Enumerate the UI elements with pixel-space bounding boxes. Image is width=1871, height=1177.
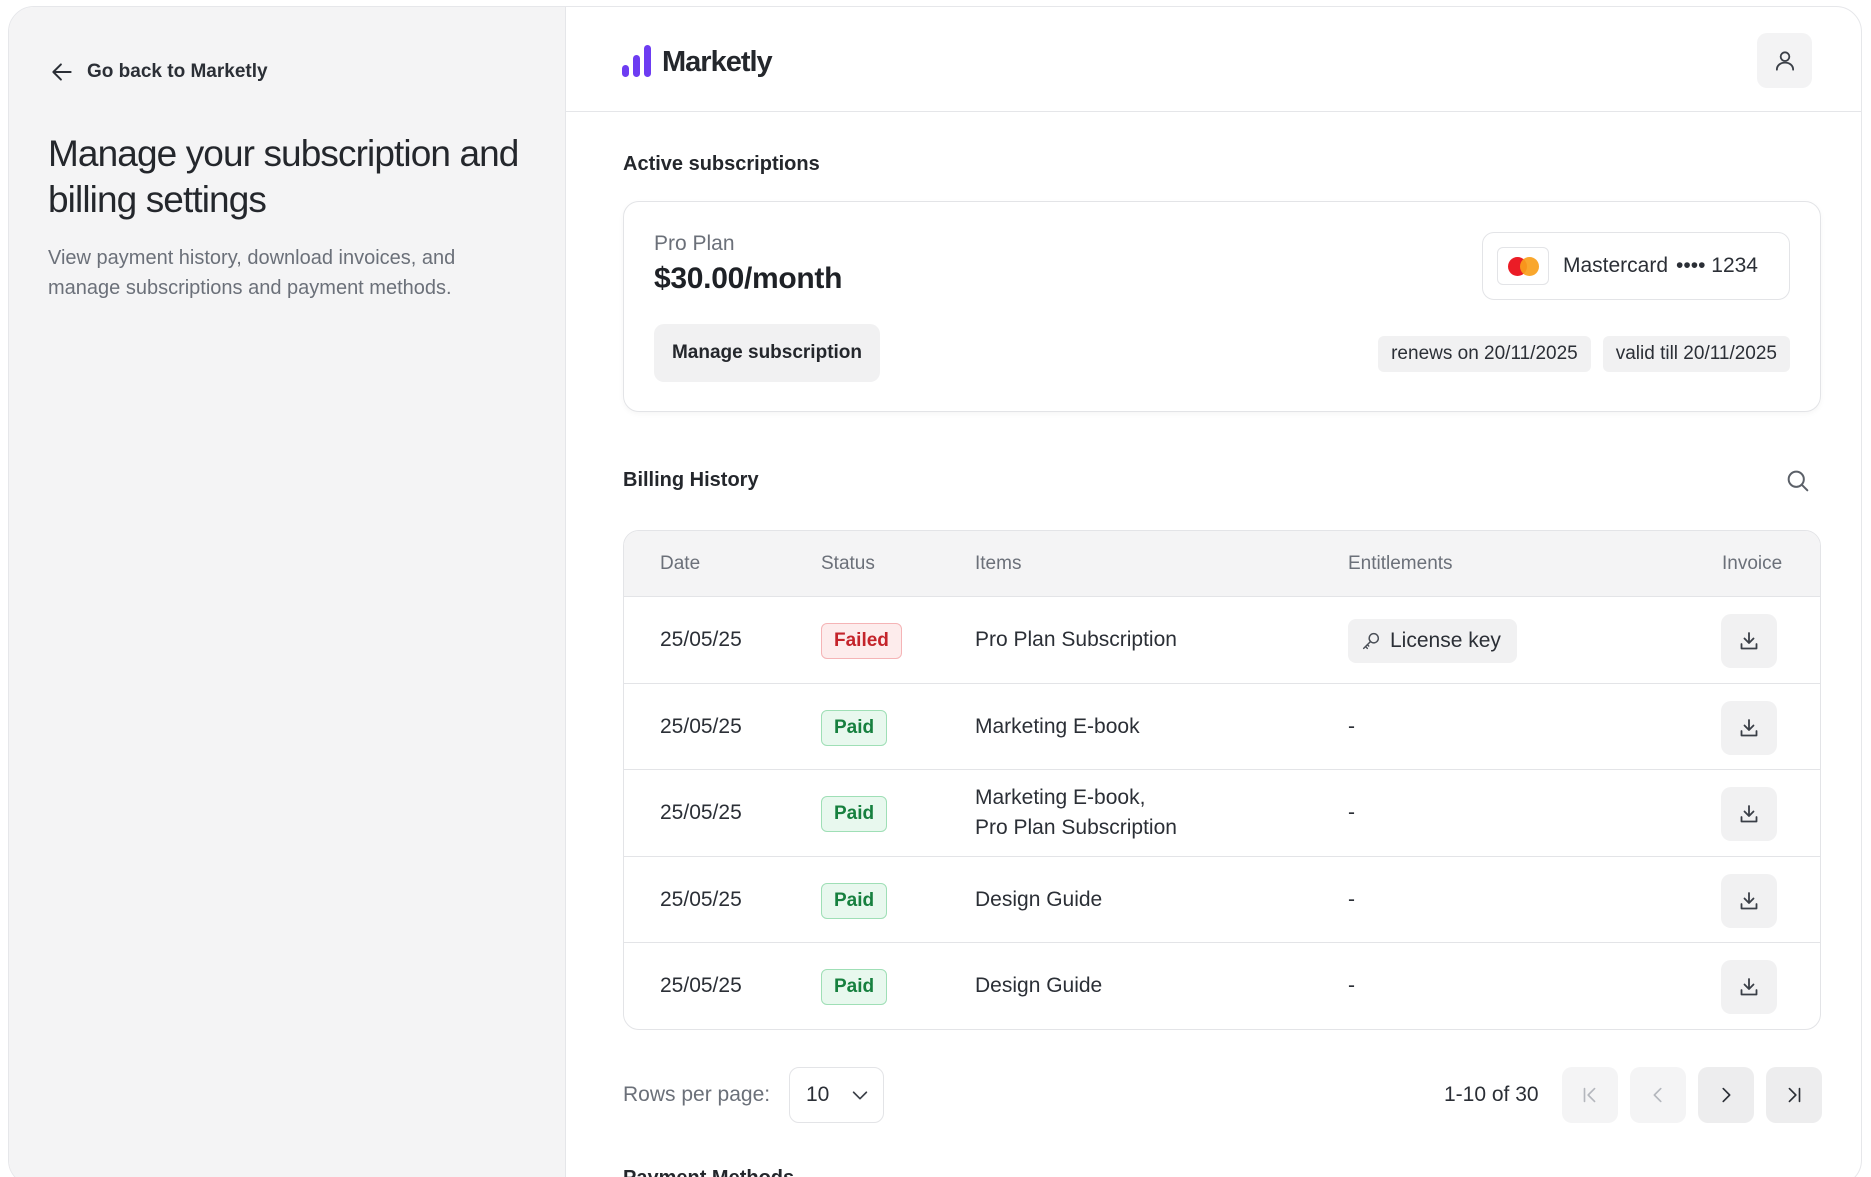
chevron-down-icon xyxy=(853,1091,868,1100)
plan-name: Pro Plan xyxy=(654,232,735,255)
payment-methods-title: Payment Methods xyxy=(623,1167,794,1177)
arrow-left-icon xyxy=(52,63,72,81)
download-icon xyxy=(1740,805,1758,823)
table-row: 25/05/25 Paid Design Guide - xyxy=(624,857,1820,943)
user-icon xyxy=(1775,50,1794,71)
table-row: 25/05/25 Paid Marketing E-book, Pro Plan… xyxy=(624,770,1820,857)
main-content: Marketly Active subscriptions Pro Plan $… xyxy=(566,7,1861,1177)
subscription-card: Pro Plan $30.00/month Manage subscriptio… xyxy=(623,201,1821,412)
back-link[interactable]: Go back to Marketly xyxy=(49,59,268,85)
download-icon xyxy=(1740,632,1758,650)
subscription-dates: renews on 20/11/2025 valid till 20/11/20… xyxy=(1378,336,1790,372)
active-subscriptions-title: Active subscriptions xyxy=(623,153,820,175)
previous-page-button[interactable] xyxy=(1630,1067,1686,1123)
row-date: 25/05/25 xyxy=(660,974,742,997)
sidebar: Go back to Marketly Manage your subscrip… xyxy=(9,7,566,1177)
row-date: 25/05/25 xyxy=(660,801,742,824)
billing-history-title: Billing History xyxy=(623,469,759,491)
mastercard-icon xyxy=(1497,247,1549,285)
profile-button[interactable] xyxy=(1757,33,1812,88)
topbar: Marketly xyxy=(566,7,1861,112)
row-date: 25/05/25 xyxy=(660,887,742,911)
download-invoice-button[interactable] xyxy=(1721,700,1777,755)
column-invoice: Invoice xyxy=(1722,553,1783,574)
chevron-right-icon xyxy=(1722,1087,1731,1103)
table-row: 25/05/25 Paid Design Guide - xyxy=(624,943,1820,1029)
download-invoice-button[interactable] xyxy=(1721,614,1777,668)
status-badge-failed: Failed xyxy=(821,623,902,659)
column-date: Date xyxy=(660,553,701,574)
column-items: Items xyxy=(975,553,1022,574)
row-items: Pro Plan Subscription xyxy=(975,628,1177,651)
rows-per-page-label: Rows per page: xyxy=(623,1083,771,1106)
table-row: 25/05/25 Paid Marketing E-book - xyxy=(624,684,1820,770)
status-badge-paid: Paid xyxy=(821,882,888,919)
download-invoice-button[interactable] xyxy=(1721,787,1777,841)
chevron-left-icon xyxy=(1653,1087,1662,1103)
renewal-date-tag: renews on 20/11/2025 xyxy=(1378,336,1591,372)
row-items: Marketing E-book xyxy=(975,714,1140,738)
page-title: Manage your subscription and billing set… xyxy=(48,133,519,220)
status-badge-paid: Paid xyxy=(821,709,888,746)
row-items-line-2: Pro Plan Subscription xyxy=(975,816,1177,839)
rows-per-page-select[interactable]: 10 xyxy=(789,1067,884,1123)
row-entitlement: - xyxy=(1348,887,1355,911)
card-masked-number: •••• 1234 xyxy=(1676,254,1758,277)
payment-card-pill: Mastercard •••• 1234 xyxy=(1482,232,1790,300)
next-page-button[interactable] xyxy=(1698,1067,1754,1123)
search-button[interactable] xyxy=(1784,467,1812,495)
row-items: Design Guide xyxy=(975,974,1103,997)
back-link-label: Go back to Marketly xyxy=(87,61,268,82)
last-page-button[interactable] xyxy=(1766,1067,1822,1123)
license-key-label: License key xyxy=(1390,629,1501,652)
license-key-button[interactable]: License key xyxy=(1348,619,1517,663)
status-badge-paid: Paid xyxy=(821,969,888,1005)
chevron-first-icon xyxy=(1583,1087,1596,1103)
row-date: 25/05/25 xyxy=(660,714,742,738)
plan-price: $30.00/month xyxy=(654,262,843,295)
pagination-range: 1-10 of 30 xyxy=(1444,1083,1539,1106)
status-badge-paid: Paid xyxy=(821,796,888,832)
download-icon xyxy=(1740,891,1758,909)
card-brand: Mastercard xyxy=(1563,254,1669,277)
download-invoice-button[interactable] xyxy=(1721,960,1777,1014)
row-entitlement: - xyxy=(1348,714,1355,738)
download-invoice-button[interactable] xyxy=(1721,873,1777,928)
brand-name: Marketly xyxy=(662,46,773,78)
page-description: View payment history, download invoices,… xyxy=(48,247,456,299)
first-page-button[interactable] xyxy=(1562,1067,1618,1123)
row-entitlement: - xyxy=(1348,974,1355,997)
table-row: 25/05/25 Failed Pro Plan Subscription Li… xyxy=(624,597,1820,684)
logo-bars-icon xyxy=(622,45,651,77)
search-icon xyxy=(1787,470,1809,492)
billing-history-table: Date Status Items Entitlements Invoice 2… xyxy=(623,530,1821,1030)
key-icon xyxy=(1362,632,1380,650)
valid-until-tag: valid till 20/11/2025 xyxy=(1602,336,1790,372)
app-window: Go back to Marketly Manage your subscrip… xyxy=(8,6,1862,1177)
manage-subscription-button[interactable]: Manage subscription xyxy=(654,324,880,382)
row-date: 25/05/25 xyxy=(660,628,742,651)
download-icon xyxy=(1740,718,1758,736)
row-items: Design Guide xyxy=(975,887,1103,911)
brand-logo[interactable]: Marketly xyxy=(622,45,773,78)
row-items-line-1: Marketing E-book, xyxy=(975,786,1146,809)
download-icon xyxy=(1740,978,1758,996)
column-entitlements: Entitlements xyxy=(1348,553,1453,574)
column-status: Status xyxy=(821,553,875,574)
rows-per-page-value: 10 xyxy=(806,1083,830,1106)
chevron-last-icon xyxy=(1788,1087,1801,1103)
table-header: Date Status Items Entitlements Invoice xyxy=(624,531,1820,597)
row-entitlement: - xyxy=(1348,801,1355,824)
